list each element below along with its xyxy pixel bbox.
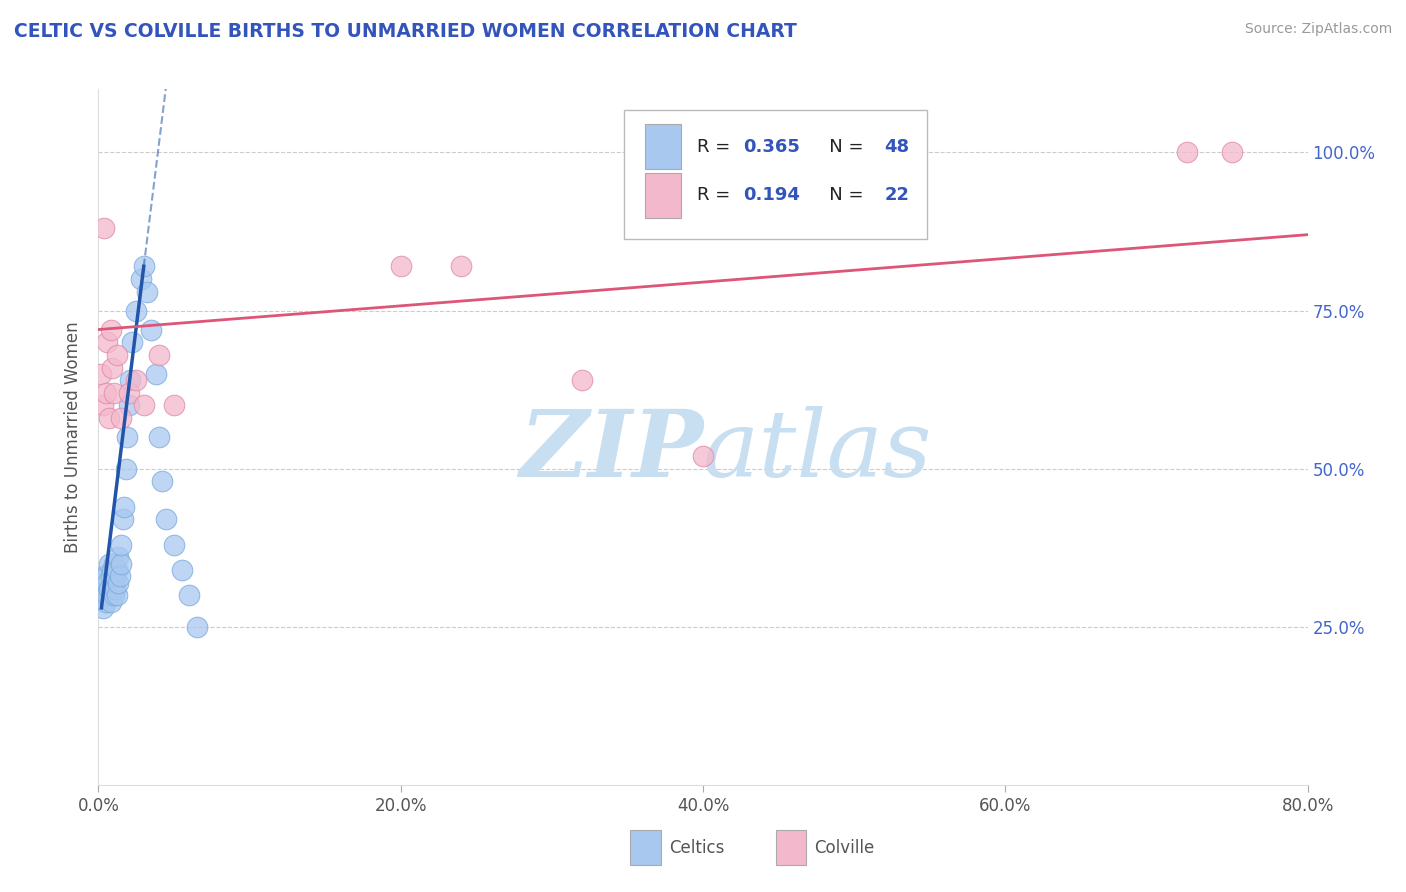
Point	[105, 348, 128, 362]
Point	[105, 563, 128, 577]
Point	[450, 260, 472, 274]
Point	[170, 563, 193, 577]
Point	[120, 373, 142, 387]
Point	[93, 221, 115, 235]
Point	[115, 430, 138, 444]
Point	[155, 512, 177, 526]
Text: CELTIC VS COLVILLE BIRTHS TO UNMARRIED WOMEN CORRELATION CHART: CELTIC VS COLVILLE BIRTHS TO UNMARRIED W…	[14, 22, 797, 41]
Text: Source: ZipAtlas.com: Source: ZipAtlas.com	[1244, 22, 1392, 37]
Point	[150, 475, 173, 489]
Point	[91, 600, 114, 615]
Point	[96, 575, 118, 590]
Point	[111, 512, 134, 526]
Point	[118, 385, 141, 400]
Text: 48: 48	[884, 137, 910, 155]
Point	[108, 569, 131, 583]
Point	[98, 582, 121, 596]
Text: R =: R =	[697, 186, 735, 204]
Point	[94, 594, 117, 608]
Point	[163, 399, 186, 413]
Point	[91, 399, 114, 413]
FancyBboxPatch shape	[624, 110, 927, 239]
FancyBboxPatch shape	[630, 830, 661, 865]
Point	[101, 582, 124, 596]
Point	[135, 285, 157, 299]
Point	[103, 575, 125, 590]
Point	[104, 582, 127, 596]
Point	[132, 260, 155, 274]
Text: 0.194: 0.194	[742, 186, 800, 204]
Point	[107, 575, 129, 590]
Point	[125, 373, 148, 387]
Point	[148, 430, 170, 444]
Point	[91, 575, 114, 590]
Point	[114, 461, 136, 475]
Point	[118, 399, 141, 413]
Text: ZIP: ZIP	[519, 406, 703, 496]
Point	[98, 557, 121, 571]
Point	[121, 335, 143, 350]
Point	[94, 569, 117, 583]
Point	[100, 322, 122, 336]
Point	[93, 588, 115, 602]
Point	[96, 335, 118, 350]
Point	[389, 260, 412, 274]
Point	[94, 385, 117, 400]
Point	[145, 367, 167, 381]
Point	[163, 538, 186, 552]
Point	[90, 588, 112, 602]
Point	[110, 557, 132, 571]
Point	[112, 500, 135, 514]
Point	[103, 385, 125, 400]
Text: N =: N =	[811, 186, 869, 204]
Point	[179, 588, 201, 602]
Point	[1220, 145, 1243, 160]
Point	[104, 569, 127, 583]
Point	[186, 620, 208, 634]
Text: 22: 22	[884, 186, 910, 204]
Point	[107, 550, 129, 565]
Point	[148, 348, 170, 362]
Point	[101, 563, 124, 577]
Point	[141, 322, 163, 336]
Point	[94, 582, 117, 596]
Point	[129, 272, 152, 286]
Text: atlas: atlas	[703, 406, 932, 496]
Point	[93, 569, 115, 583]
Y-axis label: Births to Unmarried Women: Births to Unmarried Women	[65, 321, 83, 553]
Point	[692, 449, 714, 463]
FancyBboxPatch shape	[645, 124, 682, 169]
Text: R =: R =	[697, 137, 735, 155]
Point	[90, 367, 112, 381]
FancyBboxPatch shape	[776, 830, 806, 865]
Point	[98, 411, 121, 425]
Text: N =: N =	[811, 137, 869, 155]
Point	[103, 588, 125, 602]
Point	[571, 373, 593, 387]
Point	[110, 538, 132, 552]
Point	[1175, 145, 1198, 160]
Text: Colville: Colville	[814, 838, 875, 856]
Point	[101, 360, 124, 375]
Text: 0.365: 0.365	[742, 137, 800, 155]
Point	[110, 411, 132, 425]
Point	[132, 399, 155, 413]
Point	[100, 594, 122, 608]
FancyBboxPatch shape	[645, 173, 682, 218]
Point	[100, 569, 122, 583]
Point	[96, 588, 118, 602]
Point	[105, 588, 128, 602]
Point	[125, 303, 148, 318]
Point	[103, 557, 125, 571]
Text: Celtics: Celtics	[669, 838, 724, 856]
